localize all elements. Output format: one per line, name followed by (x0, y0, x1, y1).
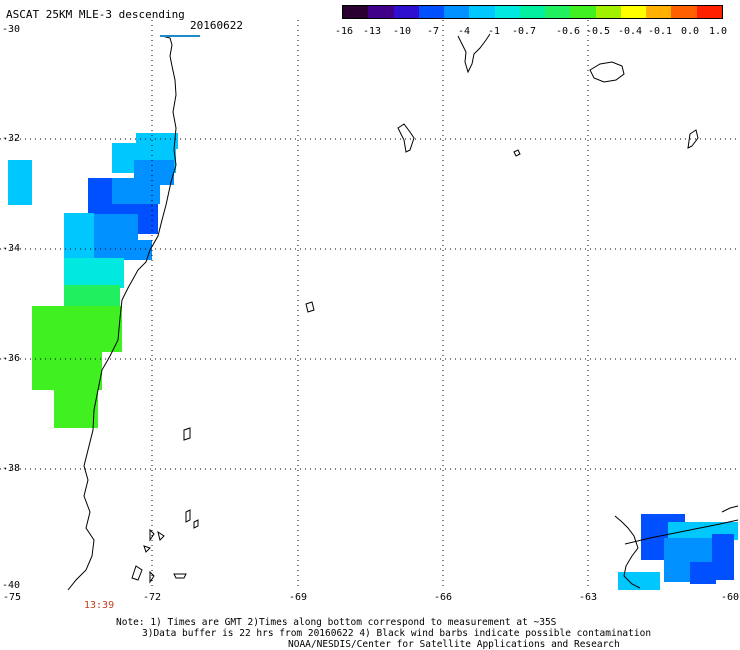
island-group-b (131, 528, 187, 584)
coastline (67, 33, 739, 591)
latitude-label: -36 (2, 353, 21, 364)
colorbar-swatch (696, 6, 722, 18)
longitude-label: -66 (433, 592, 453, 603)
island-a (589, 61, 625, 83)
lat-lon-grid (0, 20, 740, 590)
colorbar-swatch (545, 6, 571, 18)
swath-cell (32, 350, 102, 390)
swath-cell (712, 534, 734, 580)
colorbar-swatch (393, 6, 419, 18)
lake-d (305, 301, 315, 313)
colorbar-swatch (343, 6, 369, 18)
product-date: 20160622 (190, 19, 243, 32)
swath-cell (64, 285, 120, 307)
rio-negro-line (624, 519, 739, 545)
swath-cell (64, 213, 94, 263)
longitude-label: -60 (720, 592, 740, 603)
lake-c (687, 129, 699, 149)
colorbar-swatch (444, 6, 470, 18)
note-line-1: Note: 1) Times are GMT 2)Times along bot… (116, 617, 557, 628)
colorbar-tick-label: -0.4 (617, 26, 643, 37)
colorbar-tick-label: -7 (426, 26, 440, 37)
colorbar-tick-label: -0.6 (555, 26, 581, 37)
colorbar-tick-label: -4 (457, 26, 471, 37)
longitude-label: -75 (2, 592, 22, 603)
argentina-coastline-north (457, 33, 491, 74)
swath-cell (8, 160, 32, 205)
colorbar-tick-label: -0.7 (511, 26, 537, 37)
chile-coastline (67, 35, 177, 591)
colorbar-swatch (368, 6, 394, 18)
colorbar-swatch (620, 6, 647, 18)
colorbar-swatch (494, 6, 520, 18)
lake-b (513, 149, 521, 157)
colorbar-tick-label: 1.0 (708, 26, 728, 37)
product-title: ASCAT 25KM MLE-3 descending (6, 8, 185, 21)
longitude-label: -72 (142, 592, 162, 603)
colorbar-tick-label: -1 (487, 26, 501, 37)
lake-a (397, 123, 415, 153)
colorbar-swatch (595, 6, 621, 18)
swath-cell (118, 240, 152, 260)
note-line-2: 3)Data buffer is 22 hrs from 20160622 4)… (142, 628, 652, 639)
coast-east (721, 505, 739, 513)
swath-cell (690, 562, 716, 584)
colorbar-swatch (469, 6, 495, 18)
colorbar (342, 5, 723, 19)
colorbar-swatch (570, 6, 596, 18)
latitude-label: -34 (2, 243, 21, 254)
colorbar-tick-label: -13 (362, 26, 382, 37)
colorbar-tick-label: -0.1 (647, 26, 673, 37)
colorbar-swatch (646, 6, 672, 18)
colorbar-tick-label: -0.5 (585, 26, 611, 37)
latitude-label: -32 (2, 133, 21, 144)
swath-time-label: 13:39 (84, 600, 115, 611)
data-swath (8, 133, 738, 590)
latitude-label: -38 (2, 463, 21, 474)
argentina-coastline-south (614, 515, 641, 589)
longitude-label: -63 (578, 592, 598, 603)
colorbar-swatch (671, 6, 697, 18)
swath-cell (618, 572, 660, 590)
swath-cell (64, 258, 124, 288)
island-group-a (183, 427, 199, 529)
latitude-label: -40 (2, 580, 21, 591)
swath-cell (32, 306, 122, 352)
note-line-3: NOAA/NESDIS/Center for Satellite Applica… (288, 639, 620, 650)
swath-cell (54, 388, 98, 428)
swath-cell (112, 178, 160, 204)
colorbar-swatch (418, 6, 445, 18)
latitude-label: -30 (2, 24, 21, 35)
colorbar-tick-label: 0.0 (680, 26, 700, 37)
colorbar-tick-label: -16 (334, 26, 354, 37)
colorbar-swatch (519, 6, 546, 18)
longitude-label: -69 (288, 592, 308, 603)
colorbar-tick-label: -10 (392, 26, 412, 37)
